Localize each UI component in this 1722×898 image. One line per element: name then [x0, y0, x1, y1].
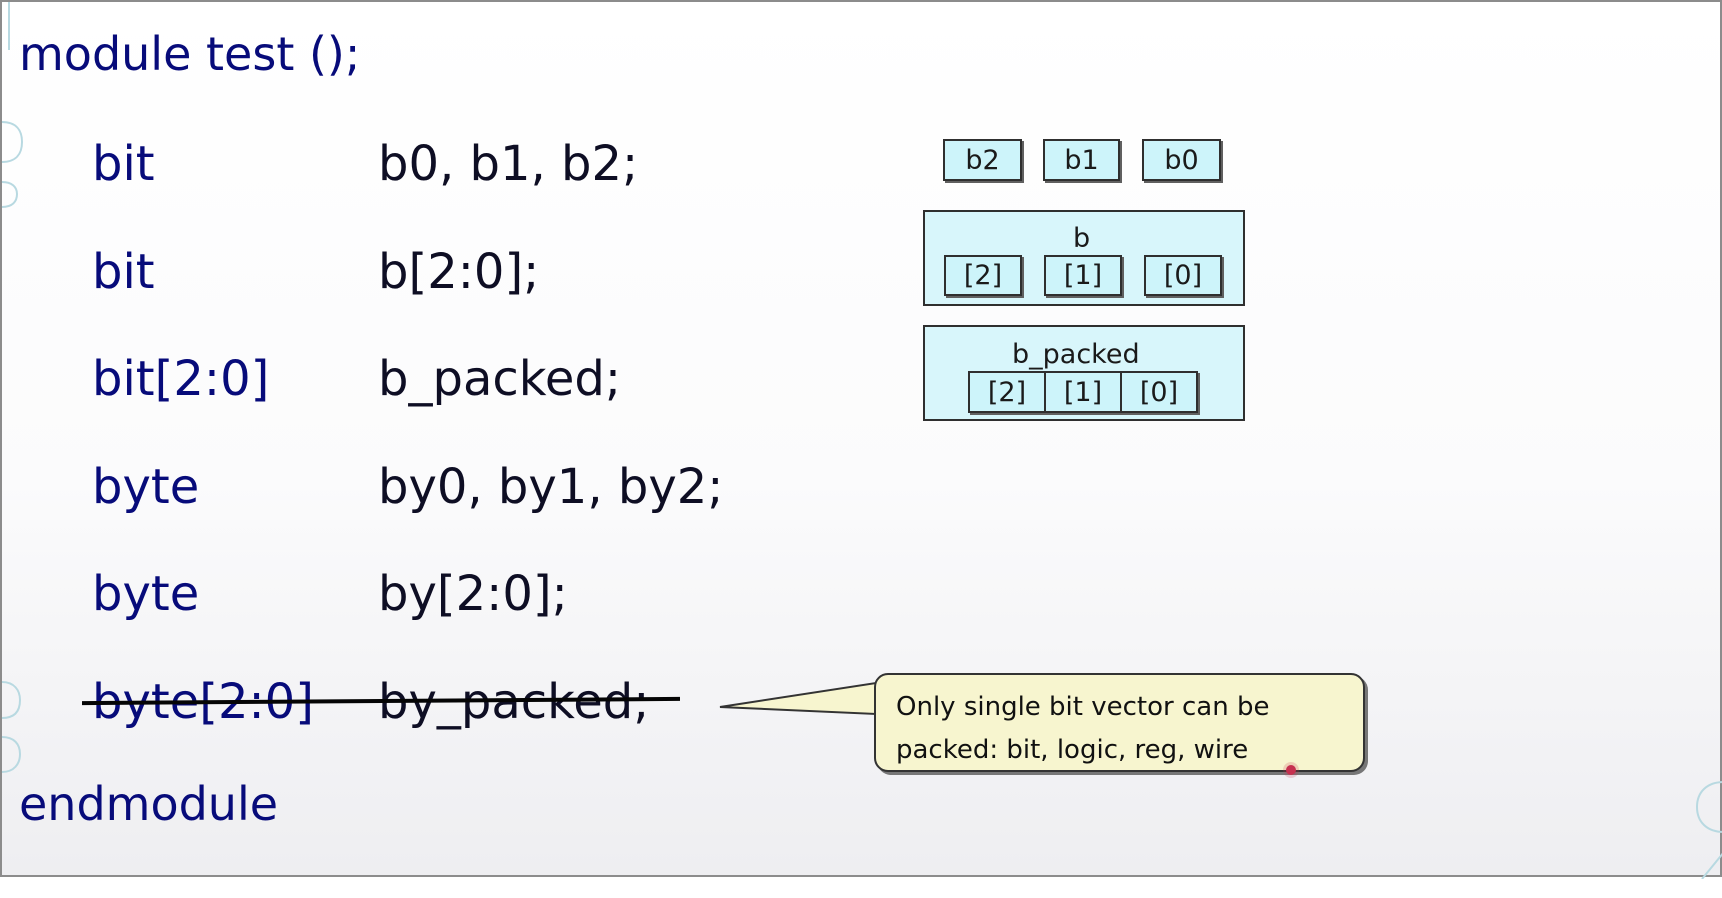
circuit-line-right-bottom: [1701, 852, 1722, 879]
unpacked-cell-2: [2]: [944, 255, 1022, 296]
packed-cell-1: [1]: [1044, 371, 1122, 413]
unpacked-cell-1: [1]: [1044, 255, 1122, 296]
packed-array-label: b_packed: [1012, 339, 1140, 370]
declaration-name-5: by[2:0];: [378, 566, 568, 622]
callout-text-line-2: packed: bit, logic, reg, wire: [896, 735, 1249, 765]
declaration-row-3: bit[2:0] b_packed;: [92, 351, 621, 575]
slide-circuit-decoration: [2, 2, 1722, 879]
circuit-node-left-1: [2, 121, 24, 163]
declaration-name-3: b_packed;: [378, 351, 621, 407]
declaration-name-4: by0, by1, by2;: [378, 459, 724, 515]
declaration-row-4: byte by0, by1, by2;: [92, 459, 723, 683]
unpacked-cell-0: [0]: [1144, 255, 1222, 296]
module-footer: endmodule: [19, 777, 279, 831]
callout-note: Only single bit vector can be packed: bi…: [874, 673, 1365, 772]
circuit-node-left-3: [2, 681, 22, 719]
callout-pointer-tail: [719, 681, 877, 716]
packed-cell-2: [2]: [968, 371, 1046, 413]
circuit-node-left-2: [2, 181, 19, 208]
bit-box-b1: b1: [1043, 139, 1120, 181]
bit-box-b0: b0: [1142, 139, 1221, 181]
declaration-name-1: b0, b1, b2;: [378, 136, 639, 192]
unpacked-array-label: b: [1073, 223, 1091, 254]
circuit-node-right-1: [1695, 781, 1722, 833]
declaration-row-5: byte by[2:0];: [92, 566, 568, 790]
module-header: module test ();: [19, 27, 361, 81]
unpacked-array-diagram: b [2] [1] [0]: [923, 210, 1245, 306]
declaration-name-2: b[2:0];: [378, 244, 540, 300]
declaration-type-1: bit: [92, 136, 155, 192]
packed-cell-0: [0]: [1120, 371, 1198, 413]
circuit-node-left-4: [2, 736, 22, 773]
declaration-type-4: byte: [92, 459, 200, 515]
laser-pointer-dot: [1286, 765, 1296, 775]
callout-text-line-1: Only single bit vector can be: [896, 692, 1270, 722]
presentation-slide: module test (); bit b0, b1, b2; bit b[2:…: [0, 0, 1722, 879]
declaration-type-2: bit: [92, 244, 155, 300]
bit-box-b2: b2: [943, 139, 1022, 181]
declaration-row-2: bit b[2:0];: [92, 244, 539, 468]
packed-array-diagram: b_packed [2] [1] [0]: [923, 325, 1245, 421]
declaration-type-5: byte: [92, 566, 200, 622]
declaration-row-1: bit b0, b1, b2;: [92, 136, 638, 360]
declaration-type-3: bit[2:0]: [92, 351, 270, 407]
